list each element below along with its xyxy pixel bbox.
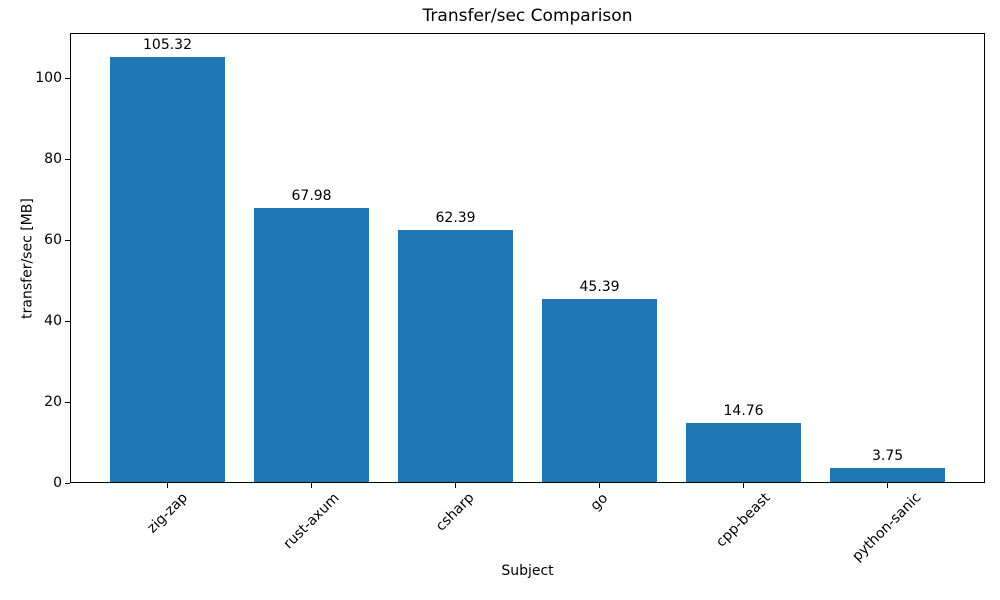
bar-value-label: 67.98	[291, 187, 332, 204]
bar-zig-zap	[110, 56, 225, 483]
bar-value-label: 3.75	[872, 447, 904, 464]
x-tick-mark	[311, 483, 312, 488]
y-tick-label: 40	[44, 312, 62, 329]
x-tick-mark	[455, 483, 456, 488]
x-tick-mark	[887, 483, 888, 488]
x-tick-label: python-sanic	[849, 489, 925, 566]
y-tick-label: 100	[35, 69, 62, 86]
x-tick-label: go	[587, 489, 611, 514]
y-tick-label: 20	[44, 393, 62, 410]
y-tick-label: 60	[44, 231, 62, 248]
x-tick-label: csharp	[432, 489, 478, 535]
y-tick-mark	[65, 401, 70, 403]
bar-value-label: 62.39	[435, 210, 476, 227]
bar-csharp	[398, 230, 513, 483]
bar-value-label: 45.39	[579, 279, 620, 296]
x-tick-mark	[743, 483, 744, 488]
y-tick-mark	[65, 482, 70, 484]
bar-rust-axum	[254, 207, 369, 483]
x-axis-label: Subject	[501, 563, 554, 579]
x-tick-label: zig-zap	[143, 489, 191, 537]
bar-value-label: 105.32	[143, 36, 192, 53]
chart-title: Transfer/sec Comparison	[422, 6, 633, 26]
y-tick-label: 80	[44, 150, 62, 167]
x-tick-label: cpp-beast	[712, 489, 774, 551]
y-tick-mark	[65, 320, 70, 322]
x-tick-label: rust-axum	[280, 489, 343, 553]
bar-cpp-beast	[686, 423, 801, 483]
bar-value-label: 14.76	[723, 403, 764, 420]
x-tick-mark	[599, 483, 600, 488]
x-tick-mark	[167, 483, 168, 488]
y-tick-mark	[65, 77, 70, 79]
y-tick-mark	[65, 158, 70, 160]
bar-go	[542, 299, 657, 483]
y-tick-mark	[65, 239, 70, 241]
y-tick-label: 0	[53, 474, 62, 491]
bar-python-sanic	[830, 467, 945, 483]
